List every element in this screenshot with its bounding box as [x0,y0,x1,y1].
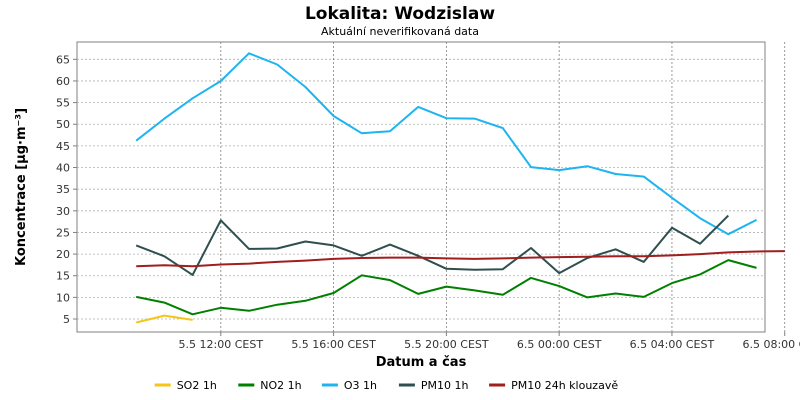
x-tick-label: 6.5 00:00 CEST [517,338,602,351]
series-line-2 [135,52,757,236]
y-tick-label: 5 [63,313,70,326]
x-tick-label: 5.5 12:00 CEST [179,338,264,351]
y-tick-label: 40 [56,162,70,175]
legend: SO2 1h NO2 1h O3 1h PM10 1h PM10 24h klouzav… [154,379,618,392]
series-line-1 [136,259,757,316]
x-tick-label: 6.5 08:00 CEST [742,338,800,351]
legend-label-2: O3 1h [344,379,377,392]
series-lines [135,52,785,324]
y-tick-label: 35 [56,183,70,196]
x-axis-label: Datum a čas [376,355,467,370]
y-tick-label: 50 [56,118,70,131]
series-line-0 [135,314,193,324]
y-tick-label: 25 [56,226,70,239]
y-tick-label: 10 [56,291,70,304]
chart-title: Lokalita: Wodzislaw [305,4,495,24]
y-tick-label: 30 [56,205,70,218]
chart-subtitle: Aktuální neverifikovaná data [321,25,479,38]
y-tick-label: 65 [56,53,70,66]
legend-label-3: PM10 1h [421,379,469,392]
axes: 5 10 15 20 25 30 35 40 45 50 55 60 65 5.5 12:00 CEST 5… [56,53,800,351]
legend-label-0: SO2 1h [177,379,217,392]
x-tick-label: 6.5 04:00 CEST [630,338,715,351]
legend-label-1: NO2 1h [260,379,301,392]
x-tick-label: 5.5 20:00 CEST [404,338,489,351]
y-tick-label: 20 [56,248,70,261]
series-line-4 [136,250,785,268]
y-tick-label: 15 [56,270,70,283]
legend-label-4: PM10 24h klouzavě [511,379,618,392]
y-axis-label: Koncentrace [µg·m⁻³] [14,108,29,266]
y-tick-label: 55 [56,97,70,110]
y-tick-label: 60 [56,75,70,88]
grid [77,42,786,332]
x-tick-label: 5.5 16:00 CEST [291,338,376,351]
y-tick-label: 45 [56,140,70,153]
plot-area [76,41,766,333]
